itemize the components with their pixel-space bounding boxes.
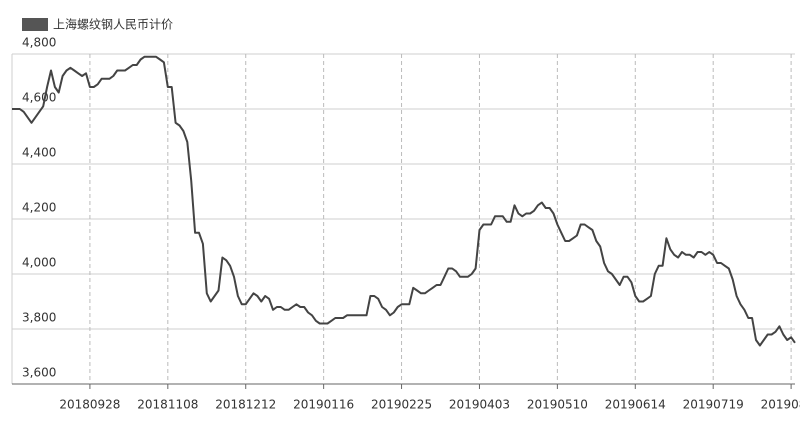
- y-tick-label: 4,800: [22, 36, 56, 50]
- x-tick-label: 20190225: [371, 398, 432, 412]
- x-tick-label: 20181212: [215, 398, 276, 412]
- y-tick-label: 3,800: [22, 311, 56, 325]
- legend-swatch: [22, 18, 48, 31]
- y-tick-label: 4,000: [22, 256, 56, 270]
- x-tick-label: 20190403: [449, 398, 510, 412]
- x-tick-label: 20190719: [683, 398, 744, 412]
- x-tick-label: 20190614: [605, 398, 666, 412]
- x-tick-label: 20190510: [527, 398, 588, 412]
- y-tick-label: 3,600: [22, 366, 56, 380]
- y-tick-label: 4,200: [22, 201, 56, 215]
- legend-label: 上海螺纹钢人民币计价: [53, 17, 173, 32]
- x-tick-label: 20190822: [761, 398, 800, 412]
- y-tick-label: 4,600: [22, 91, 56, 105]
- series-line: [12, 55, 796, 347]
- x-tick-label: 20190116: [293, 398, 354, 412]
- x-tick-label: 20180928: [59, 398, 120, 412]
- x-tick-label: 20181108: [137, 398, 198, 412]
- y-tick-label: 4,400: [22, 146, 56, 160]
